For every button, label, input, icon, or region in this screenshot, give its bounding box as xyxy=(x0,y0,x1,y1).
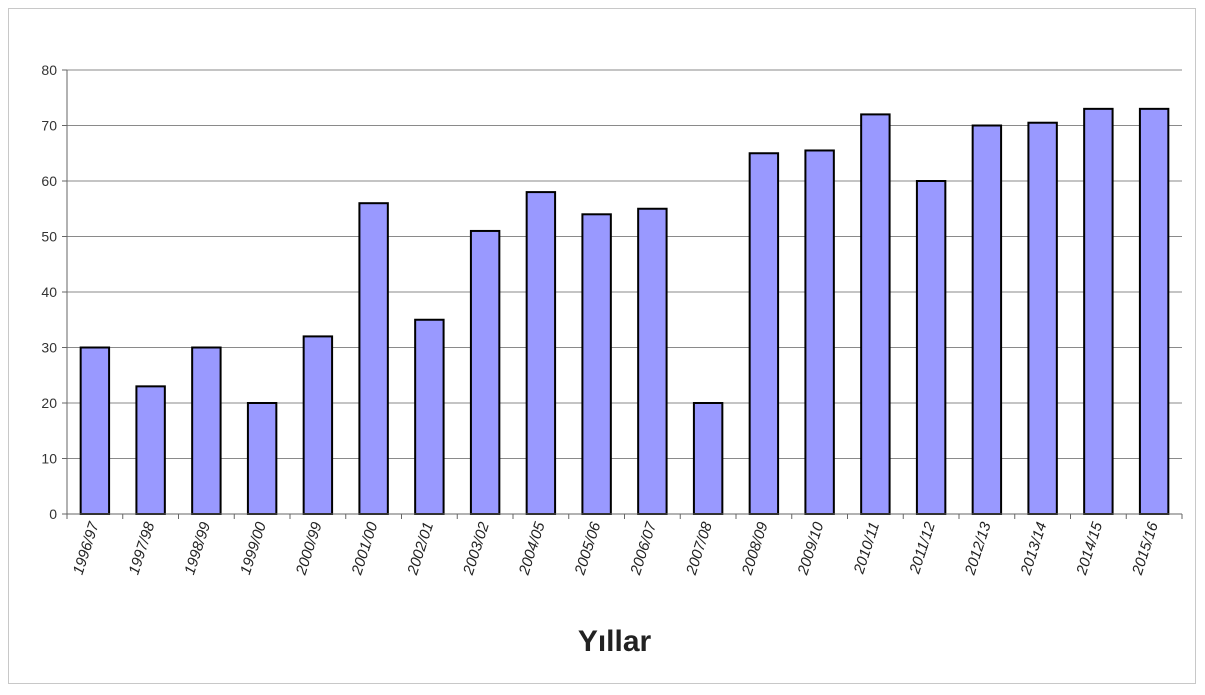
x-tick-label: 2013/14 xyxy=(1017,520,1050,578)
x-axis-title: Yıllar xyxy=(578,625,652,658)
x-tick-label: 2000/99 xyxy=(292,519,325,577)
bar-2006-07 xyxy=(637,207,668,515)
y-tick-label: 40 xyxy=(41,284,57,300)
bar-2014-15 xyxy=(1083,107,1114,515)
x-tick-label: 1998/99 xyxy=(181,519,214,576)
bar-2001-00 xyxy=(358,202,389,515)
x-tick-label: 2002/01 xyxy=(404,520,437,578)
bar-2004-05 xyxy=(525,191,557,515)
y-tick-label: 10 xyxy=(41,451,57,467)
x-tick-label: 2007/08 xyxy=(683,519,716,577)
x-tick-label: 2003/02 xyxy=(460,519,493,577)
bar-2008-09 xyxy=(748,152,780,515)
x-tick-label: 2005/06 xyxy=(571,519,604,577)
bar-2011-12 xyxy=(915,180,947,515)
y-tick-label: 30 xyxy=(41,340,57,356)
x-tick-labels: 1996/97 1997/98 1998/99 1999/00 2000/99 2001/… xyxy=(70,519,1162,577)
y-tick-label: 70 xyxy=(41,118,57,134)
x-tick-label: 1999/00 xyxy=(237,519,270,576)
x-tick-label: 1997/98 xyxy=(126,519,159,576)
x-tick-label: 2006/07 xyxy=(627,519,660,577)
x-tick-label: 2015/16 xyxy=(1129,519,1162,577)
x-tick-label: 2008/09 xyxy=(738,519,771,577)
bar-2005-06 xyxy=(581,213,612,516)
x-tick-label: 2012/13 xyxy=(961,519,994,577)
y-tick-label: 50 xyxy=(41,229,57,245)
y-tick-labels: 0 10 20 30 40 50 60 70 80 xyxy=(41,62,57,522)
x-tick-label: 2014/15 xyxy=(1073,519,1106,577)
bar-2015-16 xyxy=(1138,107,1170,515)
x-tick-label: 1996/97 xyxy=(70,519,103,576)
axis-layer xyxy=(62,69,1183,519)
bar-1997-98 xyxy=(135,385,166,516)
x-tick-label: 2011/12 xyxy=(906,519,939,576)
grid-layer xyxy=(67,69,1182,459)
y-tick-label: 80 xyxy=(41,62,57,78)
bar-2003-02 xyxy=(469,229,501,515)
bar-2010-11 xyxy=(860,113,891,516)
x-tick-label: 2010/11 xyxy=(850,520,883,577)
bar-2000-99 xyxy=(302,335,334,515)
bar-2007-08 xyxy=(692,402,724,515)
bar-1996-97 xyxy=(79,346,111,515)
x-tick-label: 2001/00 xyxy=(348,519,381,577)
bar-2013-14 xyxy=(1027,121,1058,515)
bar-2012-13 xyxy=(971,124,1003,515)
bar-2009-10 xyxy=(804,149,835,515)
x-tick-label: 2009/10 xyxy=(794,519,827,577)
y-tick-label: 0 xyxy=(49,506,57,522)
bar-1999-00 xyxy=(246,402,278,515)
y-tick-label: 20 xyxy=(41,395,57,411)
bar-2002-01 xyxy=(414,318,445,515)
y-tick-label: 60 xyxy=(41,173,57,189)
x-tick-label: 2004/05 xyxy=(515,519,548,577)
bar-1998-99 xyxy=(191,346,222,515)
bars-layer xyxy=(79,107,1170,516)
